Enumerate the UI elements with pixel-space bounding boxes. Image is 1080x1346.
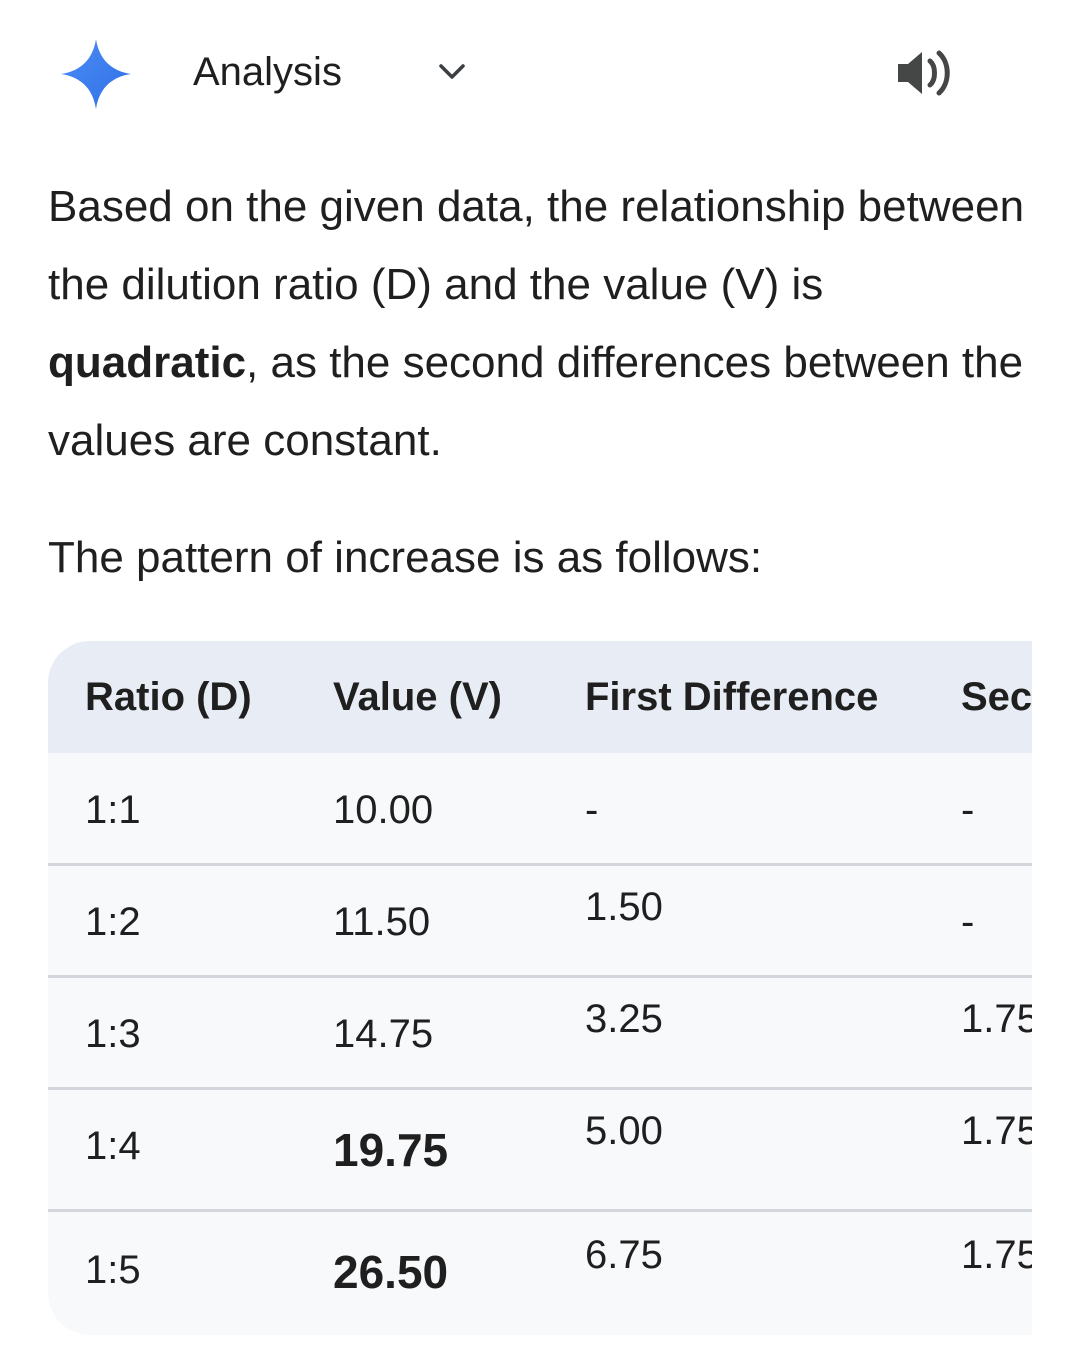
differences-table[interactable]: Ratio (D) Value (V) First Difference Sec…	[48, 641, 1032, 1335]
header-ratio: Ratio (D)	[85, 675, 252, 719]
cell-ratio: 1:4	[85, 1124, 141, 1168]
row-divider	[48, 863, 1032, 866]
row-divider	[48, 1209, 1032, 1212]
cell-ratio: 1:3	[85, 1012, 141, 1056]
cell-ratio: 1:5	[85, 1248, 141, 1292]
cell-first-difference: 3.25	[585, 997, 663, 1041]
header-value: Value (V)	[333, 675, 502, 719]
cell-value: 10.00	[333, 788, 434, 832]
paragraph-bold-term: quadratic	[48, 338, 247, 387]
cell-first-difference: 6.75	[585, 1233, 663, 1277]
cell-first-difference: 5.00	[585, 1109, 663, 1153]
table-row: 1:1 10.00 - -	[48, 753, 1032, 863]
cell-ratio: 1:2	[85, 900, 141, 944]
cell-first-difference: 1.50	[585, 885, 663, 929]
cell-first-difference: -	[585, 788, 599, 832]
table-row: 1:3 14.75 3.25 1.75	[48, 978, 1032, 1088]
row-divider	[48, 975, 1032, 978]
cell-value: 26.50	[333, 1246, 449, 1298]
cell-second-difference: -	[961, 900, 975, 944]
gemini-spark-icon	[61, 39, 131, 109]
cell-second-difference: 1.75	[961, 1109, 1032, 1153]
chevron-down-icon[interactable]	[436, 56, 468, 88]
cell-value: 11.50	[333, 900, 431, 944]
pattern-intro: The pattern of increase is as follows:	[48, 533, 763, 582]
cell-value: 14.75	[333, 1012, 434, 1056]
table-row: 1:4 19.75 5.00 1.75	[48, 1090, 1032, 1210]
table-header-row: Ratio (D) Value (V) First Difference Sec	[48, 641, 1032, 753]
paragraph-text-after: , as the second differences between the …	[48, 338, 1024, 465]
cell-second-difference: 1.75	[961, 1233, 1032, 1277]
table-row: 1:5 26.50 6.75 1.75	[48, 1212, 1032, 1335]
table-row: 1:2 11.50 1.50 -	[48, 866, 1032, 976]
response-header: Analysis	[0, 0, 1080, 140]
cell-ratio: 1:1	[85, 788, 141, 832]
header-second-difference: Sec	[961, 675, 1032, 719]
cell-second-difference: -	[961, 788, 975, 832]
speaker-icon[interactable]	[894, 46, 954, 100]
analysis-paragraph: Based on the given data, the relationshi…	[48, 168, 1038, 480]
header-first-difference: First Difference	[585, 675, 879, 719]
row-divider	[48, 1087, 1032, 1090]
response-title: Analysis	[193, 50, 342, 94]
cell-second-difference: 1.75	[961, 997, 1032, 1041]
cell-value: 19.75	[333, 1124, 449, 1176]
paragraph-text-before: Based on the given data, the relationshi…	[48, 182, 1025, 309]
